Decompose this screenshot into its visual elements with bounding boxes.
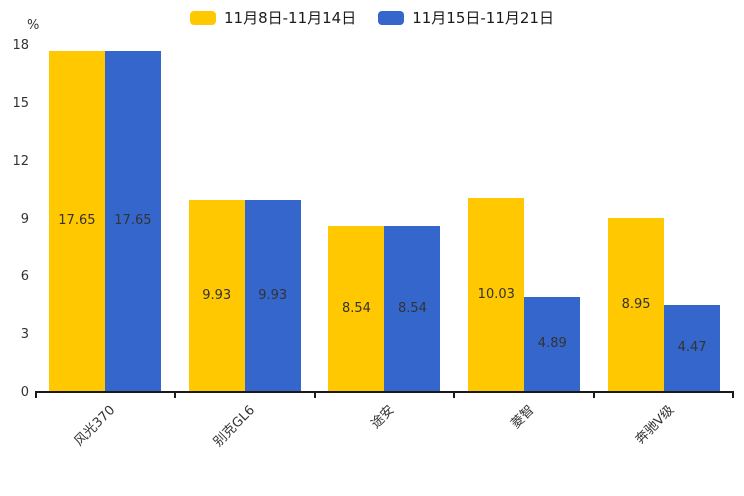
- y-tick-label: 3: [20, 327, 29, 343]
- bar[interactable]: 8.54: [328, 226, 385, 391]
- bar[interactable]: 10.03: [468, 197, 525, 391]
- bar-group: 9.93 9.93: [175, 46, 315, 391]
- x-category-label: 风光370: [71, 402, 119, 450]
- bar[interactable]: 8.54: [384, 226, 441, 391]
- x-tick-mark: [35, 393, 37, 398]
- bar-group: 8.95 4.47: [594, 46, 734, 391]
- y-tick-label: 15: [12, 95, 29, 111]
- x-tick-mark: [173, 393, 176, 398]
- x-category-label: 菱智: [508, 402, 538, 432]
- y-axis-unit-label: %: [27, 18, 40, 33]
- bar[interactable]: 8.95: [608, 218, 665, 391]
- bar-value-label: 8.54: [398, 301, 427, 317]
- bar-value-label: 10.03: [477, 286, 515, 302]
- legend-swatch-icon: [190, 10, 216, 25]
- plot-area: 17.65 17.65 9.93 9.93 8.54 8.54 10.03 4.89 8.95 4…: [35, 46, 734, 398]
- bar-group: 10.03 4.89: [454, 46, 594, 391]
- bar-value-label: 8.95: [621, 297, 651, 313]
- x-tick-mark: [313, 393, 316, 398]
- x-tick-mark: [732, 393, 734, 398]
- bar[interactable]: 17.65: [48, 50, 105, 391]
- bar[interactable]: 9.93: [244, 199, 301, 391]
- bar[interactable]: 17.65: [104, 50, 161, 391]
- legend-label: 11月8日-11月14日: [224, 9, 357, 27]
- bar-value-label: 9.93: [202, 287, 232, 303]
- bar-value-label: 8.54: [342, 301, 371, 317]
- bar-value-label: 4.47: [677, 340, 707, 356]
- bar-value-label: 4.89: [537, 336, 567, 352]
- bar-value-label: 9.93: [258, 287, 288, 303]
- bar[interactable]: 4.47: [664, 304, 721, 391]
- y-tick-label: 6: [20, 269, 29, 285]
- y-tick-label: 12: [12, 153, 29, 169]
- y-tick-label: 0: [20, 385, 29, 400]
- bar-value-label: 17.65: [114, 213, 152, 229]
- bar[interactable]: 4.89: [524, 296, 581, 391]
- x-category-label: 奔驰V级: [633, 402, 678, 448]
- legend-item[interactable]: 11月15日-11月21日: [378, 7, 554, 28]
- x-tick-mark: [593, 393, 596, 398]
- x-category-label: 途安: [368, 402, 398, 432]
- legend-label: 11月15日-11月21日: [412, 9, 554, 27]
- x-tick-mark: [453, 393, 456, 398]
- legend-item[interactable]: 11月8日-11月14日: [190, 7, 356, 28]
- y-tick-label: 9: [20, 211, 29, 227]
- legend: 11月8日-11月14日 11月15日-11月21日: [0, 7, 744, 28]
- bar[interactable]: 9.93: [188, 199, 245, 391]
- bar-group: 17.65 17.65: [35, 46, 175, 391]
- bar-value-label: 17.65: [58, 213, 96, 229]
- y-tick-label: 18: [12, 38, 29, 53]
- bar-group: 8.54 8.54: [315, 46, 455, 391]
- x-category-label: 别克GL6: [211, 402, 259, 450]
- legend-swatch-icon: [378, 10, 405, 25]
